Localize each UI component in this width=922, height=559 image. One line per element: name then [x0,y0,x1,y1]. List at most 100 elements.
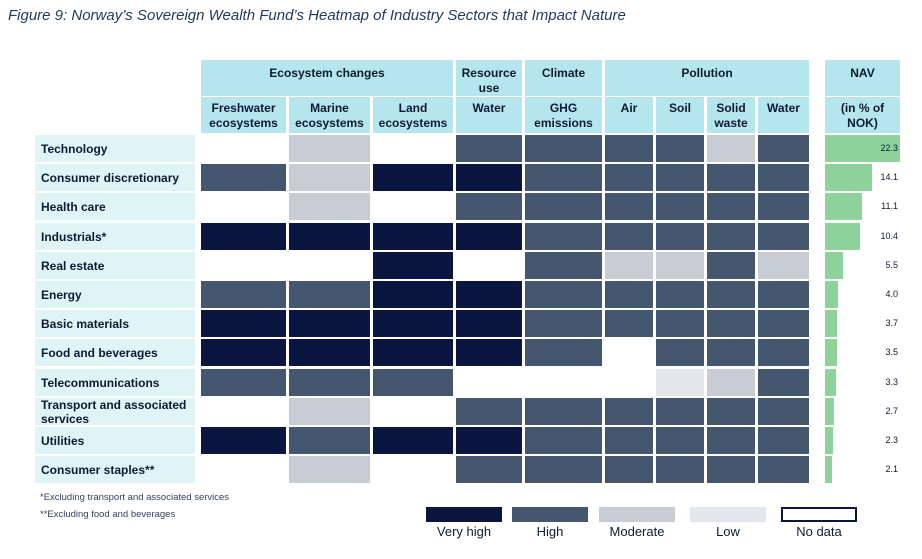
heatmap-cell [456,456,522,483]
nav-bar [825,310,837,337]
nav-bar [825,223,860,250]
heatmap-cell [373,339,453,366]
heatmap-cell [656,135,704,162]
heatmap-cell [373,281,453,308]
legend-label-moderate: Moderate [609,524,665,539]
row-label: Consumer discretionary [35,164,195,191]
heatmap-cell [456,427,522,454]
heatmap-cell [201,164,286,191]
row-label: Energy [35,281,195,308]
heatmap-cell [656,223,704,250]
heatmap-cell [456,369,522,396]
heatmap-cell [605,339,653,366]
heatmap-cell [707,135,755,162]
heatmap-cell [373,252,453,279]
heatmap-cell [707,427,755,454]
nav-bar [825,369,836,396]
heatmap-cell [373,369,453,396]
heatmap-cell [201,456,286,483]
heatmap-cell [758,427,809,454]
heatmap-cell [525,339,602,366]
heatmap-cell [656,193,704,220]
heatmap-cell [758,369,809,396]
row-label: Technology [35,135,195,162]
heatmap-cell [605,310,653,337]
legend-label-very-high: Very high [436,524,492,539]
col-water-use: Water [456,97,522,133]
heatmap-cell [758,135,809,162]
heatmap-cell [758,223,809,250]
heatmap-cell [707,369,755,396]
heatmap-cell [456,193,522,220]
row-label: Health care [35,193,195,220]
heatmap-cell [758,252,809,279]
legend-swatch-no-data [781,507,857,522]
heatmap-cell [707,223,755,250]
heatmap-cell [525,398,602,425]
heatmap-cell [201,310,286,337]
heatmap-cell [605,456,653,483]
nav-value: 10.4 [880,231,898,241]
heatmap-cell [373,135,453,162]
heatmap-cell [289,369,370,396]
heatmap-cell [758,193,809,220]
heatmap-cell [605,252,653,279]
heatmap-cell [289,135,370,162]
legend-swatch-high [512,507,588,522]
heatmap-cell [758,164,809,191]
header-nav: NAV [825,60,900,96]
nav-bar [825,427,833,454]
nav-bar [825,193,862,220]
heatmap-cell [289,456,370,483]
heatmap-cell [289,339,370,366]
heatmap-cell [707,310,755,337]
col-air: Air [605,97,653,133]
heatmap-cell [605,223,653,250]
nav-bar [825,164,872,191]
heatmap-cell [656,310,704,337]
heatmap-cell [707,339,755,366]
heatmap-cell [656,281,704,308]
heatmap-cell [707,252,755,279]
col-nav-unit: (in % of NOK) [825,97,900,133]
legend-label-high: High [536,524,564,539]
heatmap-cell [373,193,453,220]
heatmap-cell [373,427,453,454]
heatmap-cell [201,223,286,250]
heatmap-cell [289,281,370,308]
heatmap-cell [707,193,755,220]
heatmap-cell [525,164,602,191]
heatmap-cell [289,164,370,191]
heatmap-cell [525,310,602,337]
heatmap-cell [605,398,653,425]
heatmap-cell [373,398,453,425]
heatmap-cell [525,456,602,483]
heatmap-cell [456,339,522,366]
nav-value: 11.1 [881,201,898,211]
heatmap-cell [707,456,755,483]
heatmap-cell [758,281,809,308]
heatmap-cell [201,427,286,454]
heatmap-cell [605,135,653,162]
heatmap-cell [758,339,809,366]
col-ghg: GHG emissions [525,97,602,133]
heatmap-cell [456,398,522,425]
col-solid-waste: Solid waste [707,97,755,133]
legend-label-no-data: No data [796,524,842,539]
heatmap-cell [201,281,286,308]
row-label: Consumer staples** [35,456,195,483]
heatmap-cell [758,310,809,337]
row-label: Basic materials [35,310,195,337]
heatmap-cell [656,456,704,483]
heatmap-cell [373,164,453,191]
nav-value: 2.3 [885,435,898,445]
row-label: Utilities [35,427,195,454]
nav-bar [825,252,843,279]
heatmap-cell [656,427,704,454]
heatmap-cell [456,164,522,191]
heatmap-cell [456,135,522,162]
heatmap-cell [656,398,704,425]
heatmap-cell [525,427,602,454]
footnote-1: *Excluding transport and associated serv… [40,492,230,503]
legend-label-low: Low [716,524,740,539]
